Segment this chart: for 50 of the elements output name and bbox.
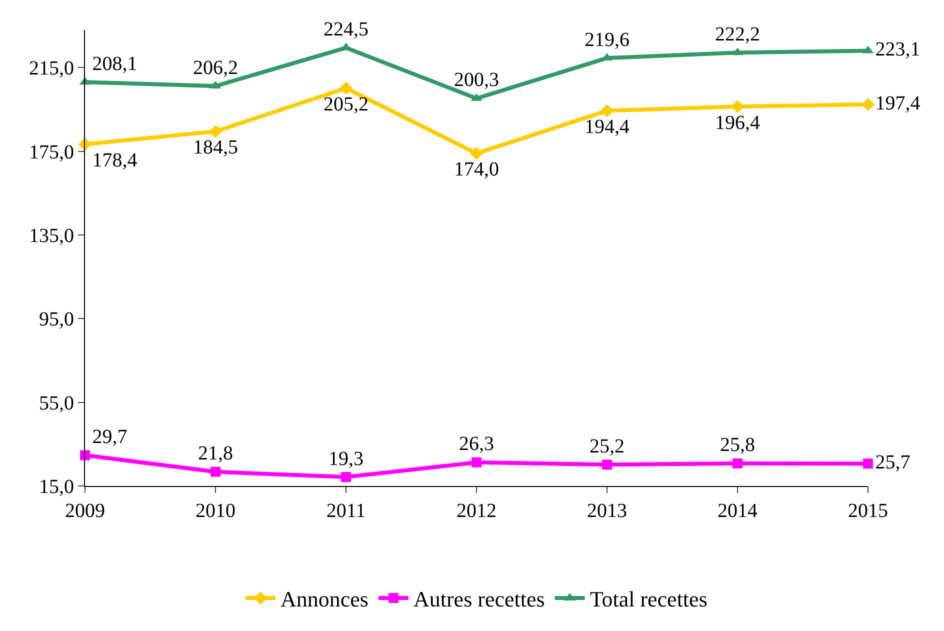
point <box>862 98 874 111</box>
point <box>80 450 90 460</box>
x-tick-label: 2015 <box>848 500 888 522</box>
x-tick-label: 2009 <box>65 500 105 522</box>
x-tick-label: 2013 <box>587 500 627 522</box>
point <box>340 82 352 95</box>
x-tick-label: 2010 <box>196 500 236 522</box>
point <box>209 124 222 138</box>
data-label: 200,3 <box>454 69 499 92</box>
point <box>341 472 351 482</box>
y-tick-label: 175,0 <box>29 141 74 164</box>
y-tick-label: 215,0 <box>29 58 74 80</box>
data-label: 224,5 <box>324 18 368 41</box>
data-label: 174,0 <box>454 158 499 181</box>
data-label: 222,2 <box>715 23 760 46</box>
data-label: 208,1 <box>92 52 138 75</box>
data-label: 205,2 <box>324 93 368 116</box>
data-label: 19,3 <box>328 448 364 470</box>
data-label: 178,4 <box>92 149 138 172</box>
data-label: 194,4 <box>584 116 630 138</box>
x-tick-label: 2012 <box>456 500 496 522</box>
data-label: 25,2 <box>590 435 624 458</box>
point <box>863 458 873 469</box>
y-tick-label: 95,0 <box>39 308 74 331</box>
data-label: 196,4 <box>715 112 760 134</box>
x-tick-label: 2011 <box>326 500 366 522</box>
y-tick-label: 135,0 <box>29 224 74 247</box>
point <box>210 466 220 477</box>
data-label: 206,2 <box>193 56 238 79</box>
point <box>731 100 744 114</box>
data-label: 29,7 <box>92 426 128 448</box>
data-label: 26,3 <box>459 433 494 456</box>
data-label: 219,6 <box>584 28 630 51</box>
legend-label: Total recettes <box>590 586 708 612</box>
data-label: 197,4 <box>875 92 920 114</box>
point <box>732 458 742 468</box>
legend-label: Autres recettes <box>413 586 545 612</box>
data-label: 25,8 <box>720 434 755 456</box>
data-label: 223,1 <box>875 38 920 61</box>
data-label: 184,5 <box>193 136 238 159</box>
x-tick-label: 2014 <box>718 500 758 522</box>
data-label: 21,8 <box>198 442 233 465</box>
point <box>600 104 614 118</box>
y-tick-label: 15,0 <box>39 476 74 498</box>
point <box>472 457 482 468</box>
data-label: 25,7 <box>875 452 910 474</box>
point <box>602 460 612 470</box>
y-tick-label: 55,0 <box>39 392 74 414</box>
point <box>470 146 483 160</box>
legend-label: Annonces <box>280 586 368 612</box>
